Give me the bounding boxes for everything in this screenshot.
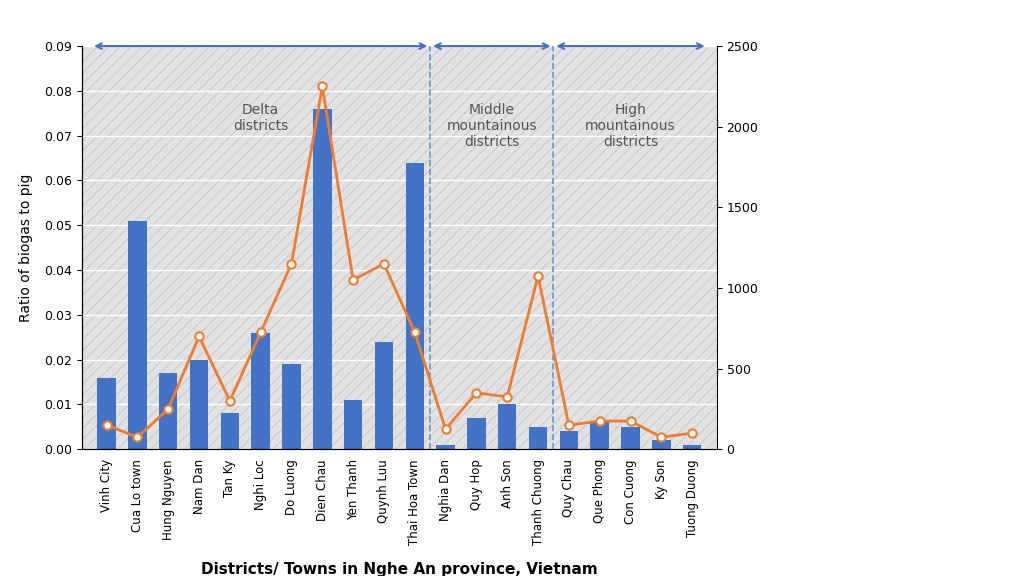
Bar bbox=[189, 359, 208, 449]
Bar bbox=[683, 445, 701, 449]
Bar bbox=[467, 418, 485, 449]
Bar bbox=[344, 400, 362, 449]
Bar bbox=[97, 378, 116, 449]
Bar bbox=[622, 427, 640, 449]
Bar bbox=[82, 46, 717, 449]
Bar bbox=[528, 427, 547, 449]
Bar bbox=[436, 445, 455, 449]
Bar bbox=[128, 221, 146, 449]
Y-axis label: Ratio of biogas to pig: Ratio of biogas to pig bbox=[19, 173, 33, 322]
Bar bbox=[313, 109, 332, 449]
Bar bbox=[283, 364, 301, 449]
Text: Delta
districts: Delta districts bbox=[233, 103, 289, 132]
Text: Middle
mountainous
districts: Middle mountainous districts bbox=[446, 103, 538, 149]
Bar bbox=[159, 373, 177, 449]
Bar bbox=[220, 414, 239, 449]
Bar bbox=[560, 431, 579, 449]
Bar bbox=[652, 440, 671, 449]
Text: High
mountainous
districts: High mountainous districts bbox=[585, 103, 676, 149]
Bar bbox=[406, 162, 424, 449]
Bar bbox=[591, 422, 609, 449]
Bar bbox=[252, 333, 270, 449]
Bar bbox=[498, 404, 516, 449]
X-axis label: Districts/ Towns in Nghe An province, Vietnam: Districts/ Towns in Nghe An province, Vi… bbox=[201, 562, 598, 576]
Bar bbox=[375, 342, 393, 449]
